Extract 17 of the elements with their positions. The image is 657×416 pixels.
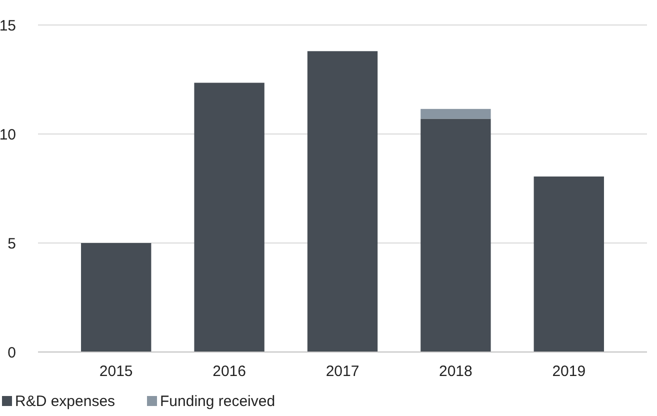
bar xyxy=(194,82,264,352)
x-tick-label: 2017 xyxy=(326,363,360,380)
x-tick-label: 2015 xyxy=(99,363,133,380)
x-tick-label: 2019 xyxy=(552,363,586,380)
y-tick-label: 0 xyxy=(8,344,16,362)
y-tick-label: 15 xyxy=(0,17,16,34)
bar xyxy=(420,118,491,352)
bar xyxy=(534,176,604,352)
legend-label: R&D expenses xyxy=(15,393,116,410)
legend-label: Funding received xyxy=(160,393,276,410)
x-tick-label: 2018 xyxy=(439,363,472,380)
bar xyxy=(81,243,152,352)
bar xyxy=(420,108,491,119)
x-tick-label: 2016 xyxy=(212,363,246,380)
y-tick-label: 5 xyxy=(8,235,16,252)
bar xyxy=(307,51,378,352)
y-tick-label: 10 xyxy=(0,126,16,144)
